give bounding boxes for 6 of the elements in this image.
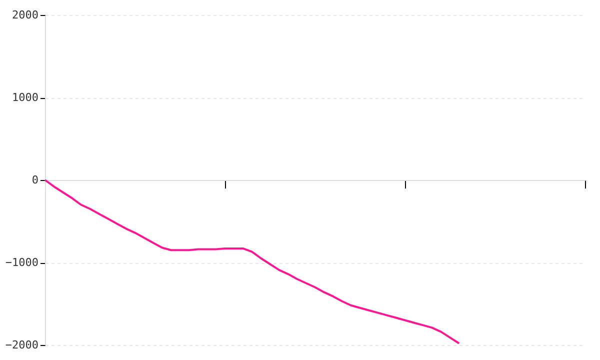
y-tick-label: −1000	[5, 256, 38, 269]
y-tick-label: 1000	[12, 91, 38, 104]
line-series	[44, 179, 460, 344]
y-tick-label: 2000	[12, 8, 38, 22]
y-tick-label: −2000	[5, 338, 38, 352]
y-tick-label: 0	[32, 174, 38, 186]
